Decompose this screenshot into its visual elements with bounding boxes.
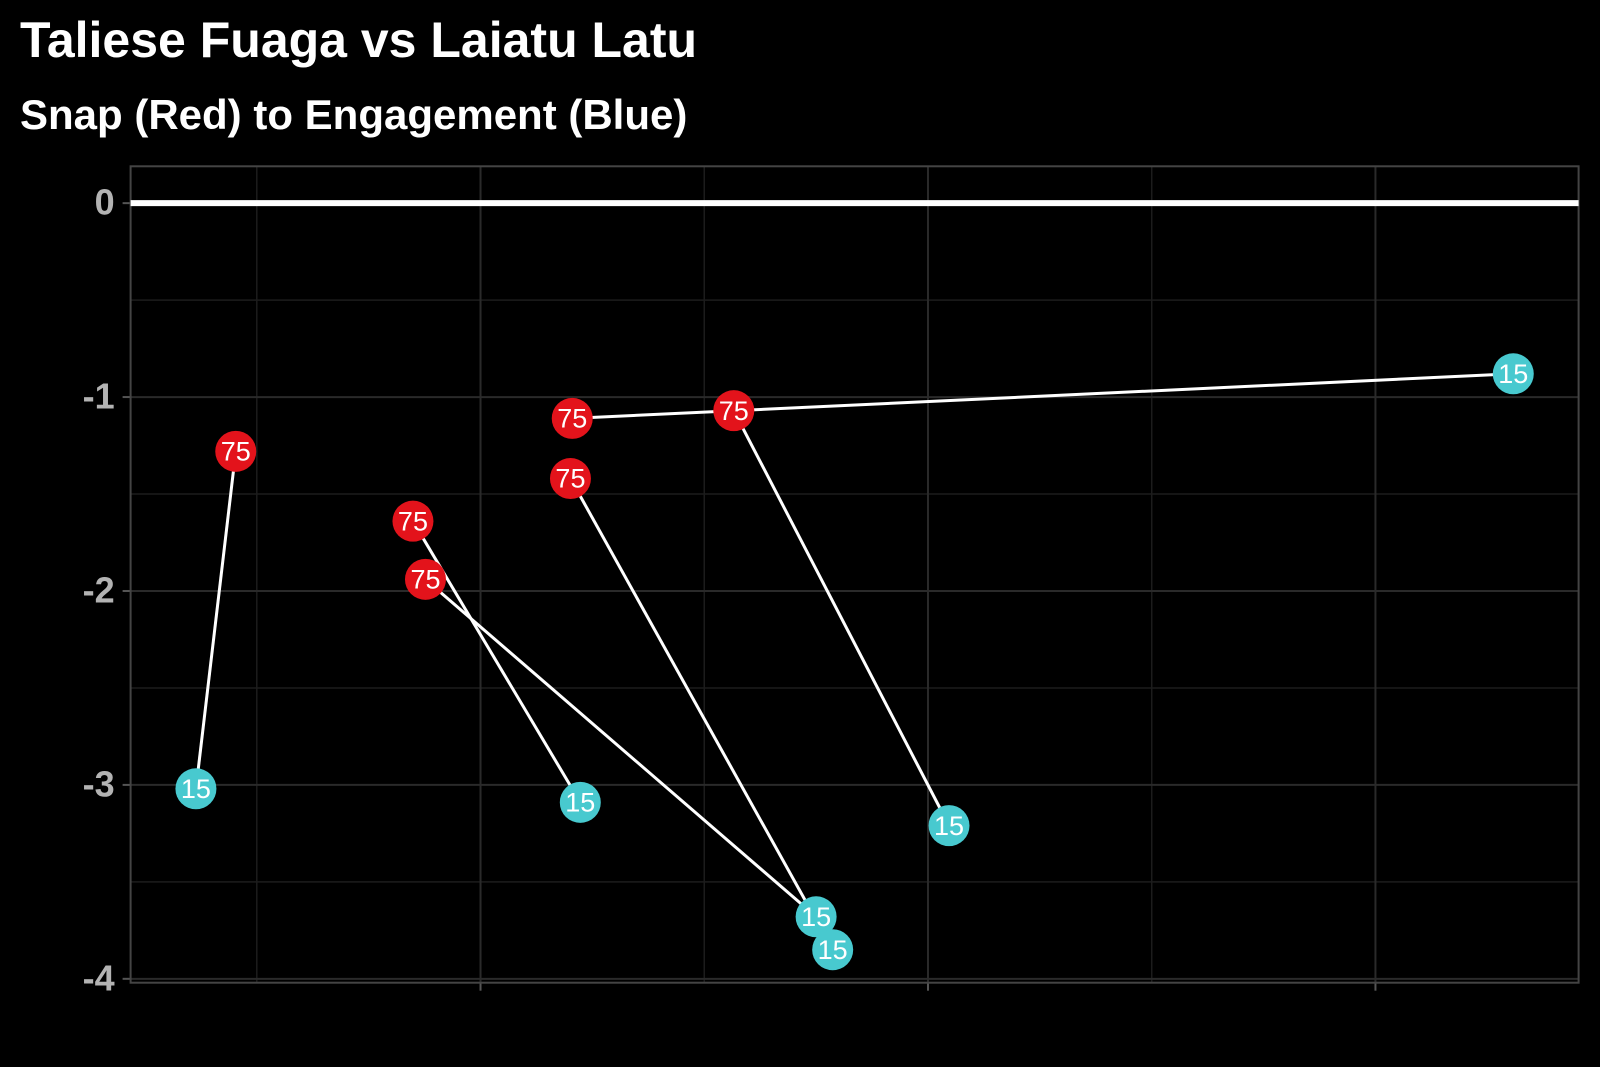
point <box>392 500 434 542</box>
connector <box>194 451 238 789</box>
y-tick-label: -2 <box>83 569 115 610</box>
y-tick-label: 0 <box>95 182 115 223</box>
y-tick-label: -3 <box>83 763 115 804</box>
chart-subtitle: Snap (Red) to Engagement (Blue) <box>20 91 687 138</box>
point-label: 15 <box>1498 359 1528 389</box>
connector <box>569 477 834 951</box>
point-label: 15 <box>934 811 964 841</box>
point-label: 75 <box>557 404 587 434</box>
point <box>551 397 593 439</box>
y-tick-label: -1 <box>83 376 115 417</box>
point-label: 75 <box>555 464 585 494</box>
connector <box>732 409 951 827</box>
point-label: 75 <box>410 564 440 594</box>
point-label: 15 <box>565 787 595 817</box>
point <box>549 458 591 500</box>
point-label: 75 <box>398 506 428 536</box>
y-tick-label: -4 <box>83 957 115 998</box>
point <box>175 768 217 810</box>
point-label: 15 <box>801 902 831 932</box>
point-label: 15 <box>181 774 211 804</box>
point-label: 75 <box>719 396 749 426</box>
point <box>795 896 837 938</box>
panel-border <box>129 165 1580 984</box>
point-label: 15 <box>818 935 848 965</box>
point-label: 75 <box>221 436 251 466</box>
point <box>713 390 755 432</box>
point <box>1492 353 1534 395</box>
chart-title: Taliese Fuaga vs Laiatu Latu <box>20 12 697 68</box>
point <box>812 929 854 971</box>
point <box>215 430 257 472</box>
point <box>928 805 970 847</box>
point <box>559 781 601 823</box>
point <box>404 558 446 600</box>
connector <box>424 578 818 918</box>
